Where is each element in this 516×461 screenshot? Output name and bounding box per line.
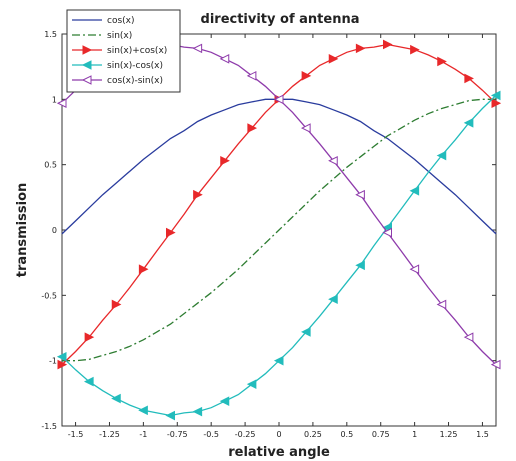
data-point-sin-x-cos-x xyxy=(464,73,474,84)
data-point-cos-x-sin-x xyxy=(328,155,338,166)
data-point-sin-x-cos-x xyxy=(328,54,339,64)
data-point-sin-x-cos-x xyxy=(490,90,501,101)
legend-label-sin-x-cos-x: sin(x)-cos(x) xyxy=(107,61,163,71)
series-line-sin-x xyxy=(62,98,496,362)
data-point-cos-x-sin-x xyxy=(56,98,67,109)
data-point-sin-x-cos-x xyxy=(192,406,203,417)
data-point-cos-x-sin-x xyxy=(436,299,447,310)
x-tick-label: -1.5 xyxy=(68,430,84,439)
data-point-sin-x-cos-x xyxy=(138,264,149,275)
legend-label-sin-x-cos-x: sin(x)+cos(x) xyxy=(107,46,167,56)
legend: cos(x) sin(x) sin(x)+cos(x) sin(x)-cos(x) co… xyxy=(66,9,181,93)
x-axis-title: relative angle xyxy=(228,445,330,460)
data-point-sin-x-cos-x xyxy=(84,332,95,342)
data-point-cos-x-sin-x xyxy=(355,189,365,200)
x-tick-label: 1.5 xyxy=(476,430,489,439)
y-tick-label: 0.5 xyxy=(44,161,57,170)
data-point-cos-x-sin-x xyxy=(382,227,392,238)
data-point-sin-x-cos-x xyxy=(437,56,447,67)
data-point-sin-x-cos-x xyxy=(220,155,230,166)
series-sin-x xyxy=(62,98,496,362)
data-point-sin-x-cos-x xyxy=(273,355,284,366)
x-tick-label: -0.25 xyxy=(235,430,256,439)
data-point-sin-x-cos-x xyxy=(111,299,122,310)
x-tick-label: 0.75 xyxy=(372,430,390,439)
y-tick-label: -1 xyxy=(49,357,57,366)
y-tick-label: -0.5 xyxy=(41,291,57,300)
x-tick-label: 1 xyxy=(412,430,417,439)
x-tick-label: -0.5 xyxy=(203,430,219,439)
data-point-cos-x-sin-x xyxy=(273,94,284,105)
data-point-sin-x-cos-x xyxy=(166,227,176,238)
data-point-sin-x-cos-x xyxy=(301,327,311,337)
legend-marker-cos-x-sin-x xyxy=(81,75,92,85)
x-tick-label: 0.5 xyxy=(340,430,353,439)
legend-marker-sin-x-cos-x xyxy=(82,45,93,55)
data-point-sin-x-cos-x xyxy=(301,71,312,81)
data-point-cos-x-sin-x xyxy=(409,264,420,275)
y-tick-label: 1 xyxy=(52,95,57,104)
data-point-sin-x-cos-x xyxy=(491,98,502,109)
x-tick-label: 1.25 xyxy=(440,430,458,439)
data-point-sin-x-cos-x xyxy=(383,39,393,50)
series-sin-x-cos-x xyxy=(56,90,501,421)
data-point-sin-x-cos-x xyxy=(111,393,121,404)
data-point-sin-x-cos-x xyxy=(355,43,366,54)
x-tick-label: -1.25 xyxy=(99,430,120,439)
data-point-sin-x-cos-x xyxy=(138,405,148,416)
data-point-sin-x-cos-x xyxy=(193,189,203,200)
chart-title: directivity of antenna xyxy=(201,12,360,27)
data-point-cos-x-sin-x xyxy=(192,43,203,54)
data-point-sin-x-cos-x xyxy=(56,351,67,362)
data-point-sin-x-cos-x xyxy=(246,379,257,389)
legend-label-cos-x: cos(x) xyxy=(107,16,135,26)
data-point-sin-x-cos-x xyxy=(463,118,474,128)
data-point-sin-x-cos-x xyxy=(409,185,420,196)
data-point-sin-x-cos-x xyxy=(57,359,68,370)
x-tick-label: 0.25 xyxy=(304,430,322,439)
y-tick-label: 1.5 xyxy=(44,30,57,39)
data-point-sin-x-cos-x xyxy=(247,123,257,133)
legend-label-sin-x: sin(x) xyxy=(107,31,132,41)
data-point-cos-x-sin-x xyxy=(301,123,311,133)
y-tick-label: 0 xyxy=(52,226,57,235)
x-tick-label: 0 xyxy=(276,430,281,439)
legend-marker-sin-x-cos-x xyxy=(81,60,92,70)
data-point-sin-x-cos-x xyxy=(355,260,365,271)
data-point-cos-x-sin-x xyxy=(246,71,257,81)
legend-label-cos-x-sin-x: cos(x)-sin(x) xyxy=(107,76,163,86)
data-point-sin-x-cos-x xyxy=(84,376,94,387)
data-point-sin-x-cos-x xyxy=(219,396,230,406)
data-point-cos-x-sin-x xyxy=(490,359,501,370)
data-point-cos-x-sin-x xyxy=(463,332,474,342)
y-tick-label: -1.5 xyxy=(41,422,57,431)
x-tick-label: -1 xyxy=(139,430,147,439)
x-tick-label: -0.75 xyxy=(167,430,188,439)
data-point-sin-x-cos-x xyxy=(436,150,447,161)
data-point-sin-x-cos-x xyxy=(165,410,175,421)
data-point-sin-x-cos-x xyxy=(328,294,338,305)
data-point-sin-x-cos-x xyxy=(410,44,420,55)
data-point-cos-x-sin-x xyxy=(219,54,230,64)
y-axis-title: transmission xyxy=(15,183,30,278)
